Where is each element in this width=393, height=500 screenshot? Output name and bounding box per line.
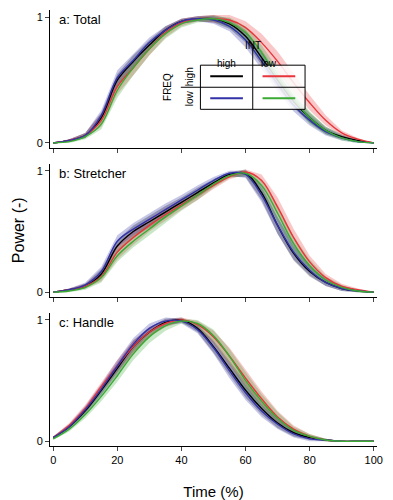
- svg-text:0: 0: [37, 435, 43, 447]
- svg-text:b: Stretcher: b: Stretcher: [59, 166, 127, 181]
- svg-text:a: Total: a: Total: [59, 12, 101, 27]
- svg-text:high: high: [184, 67, 195, 86]
- svg-text:60: 60: [239, 454, 251, 466]
- svg-text:INT: INT: [245, 40, 261, 51]
- svg-text:100: 100: [365, 454, 383, 466]
- svg-text:0: 0: [50, 454, 56, 466]
- svg-text:Time (%): Time (%): [183, 483, 243, 500]
- svg-text:20: 20: [111, 454, 123, 466]
- svg-text:1: 1: [37, 11, 43, 23]
- svg-text:0: 0: [37, 137, 43, 149]
- svg-text:high: high: [217, 58, 236, 69]
- svg-text:0: 0: [37, 286, 43, 298]
- svg-text:c: Handle: c: Handle: [59, 315, 114, 330]
- svg-text:80: 80: [304, 454, 316, 466]
- svg-text:Power (-): Power (-): [10, 197, 27, 263]
- svg-text:low: low: [184, 90, 195, 106]
- svg-text:low: low: [261, 58, 277, 69]
- svg-text:1: 1: [37, 314, 43, 326]
- svg-text:1: 1: [37, 165, 43, 177]
- svg-text:40: 40: [175, 454, 187, 466]
- svg-text:FREQ: FREQ: [162, 73, 173, 101]
